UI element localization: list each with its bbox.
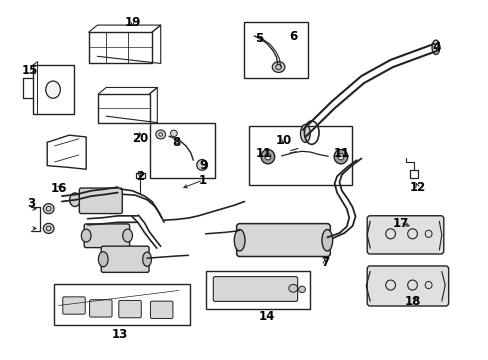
Text: 11: 11 (255, 147, 271, 159)
Text: 6: 6 (288, 30, 297, 43)
Text: 17: 17 (391, 216, 407, 230)
FancyBboxPatch shape (119, 301, 141, 318)
FancyBboxPatch shape (236, 224, 329, 257)
Text: 9: 9 (199, 159, 207, 172)
Bar (244, 22, 307, 78)
Ellipse shape (333, 149, 347, 164)
FancyBboxPatch shape (213, 276, 297, 301)
FancyBboxPatch shape (84, 224, 129, 248)
Ellipse shape (337, 153, 343, 160)
Text: 7: 7 (320, 256, 328, 269)
Text: 11: 11 (333, 147, 349, 159)
Text: 20: 20 (131, 132, 147, 145)
Ellipse shape (321, 229, 332, 251)
Ellipse shape (43, 204, 54, 214)
Ellipse shape (298, 286, 305, 293)
Ellipse shape (122, 229, 132, 242)
Ellipse shape (98, 252, 108, 267)
Ellipse shape (234, 229, 244, 251)
Text: 13: 13 (112, 328, 128, 341)
FancyBboxPatch shape (366, 266, 448, 306)
Text: 16: 16 (50, 183, 66, 195)
Text: 14: 14 (258, 310, 274, 323)
Ellipse shape (261, 149, 274, 164)
Text: 19: 19 (124, 16, 141, 29)
Text: 10: 10 (275, 134, 291, 147)
Text: 8: 8 (172, 136, 180, 149)
Ellipse shape (81, 229, 91, 242)
Bar (205, 271, 309, 309)
Bar (249, 126, 351, 185)
Ellipse shape (264, 153, 270, 160)
FancyBboxPatch shape (62, 297, 85, 314)
FancyBboxPatch shape (366, 216, 443, 254)
Text: 2: 2 (136, 170, 143, 183)
Text: 1: 1 (199, 174, 207, 186)
Ellipse shape (196, 159, 207, 170)
Ellipse shape (156, 130, 165, 139)
FancyBboxPatch shape (150, 301, 173, 319)
Ellipse shape (170, 130, 177, 136)
FancyBboxPatch shape (79, 188, 122, 213)
Ellipse shape (43, 224, 54, 233)
Text: 12: 12 (408, 181, 425, 194)
Ellipse shape (300, 125, 309, 142)
Ellipse shape (142, 252, 151, 266)
Ellipse shape (272, 62, 285, 72)
FancyBboxPatch shape (101, 246, 149, 273)
Text: 15: 15 (22, 64, 38, 77)
Ellipse shape (46, 81, 60, 98)
Bar (54, 284, 189, 325)
Bar (149, 123, 215, 178)
Text: 4: 4 (432, 41, 440, 54)
FancyBboxPatch shape (89, 300, 112, 317)
Text: 5: 5 (254, 32, 263, 45)
Ellipse shape (288, 284, 297, 292)
Ellipse shape (431, 40, 439, 54)
Ellipse shape (69, 193, 80, 207)
Text: 3: 3 (27, 197, 35, 210)
Text: 18: 18 (404, 296, 420, 309)
